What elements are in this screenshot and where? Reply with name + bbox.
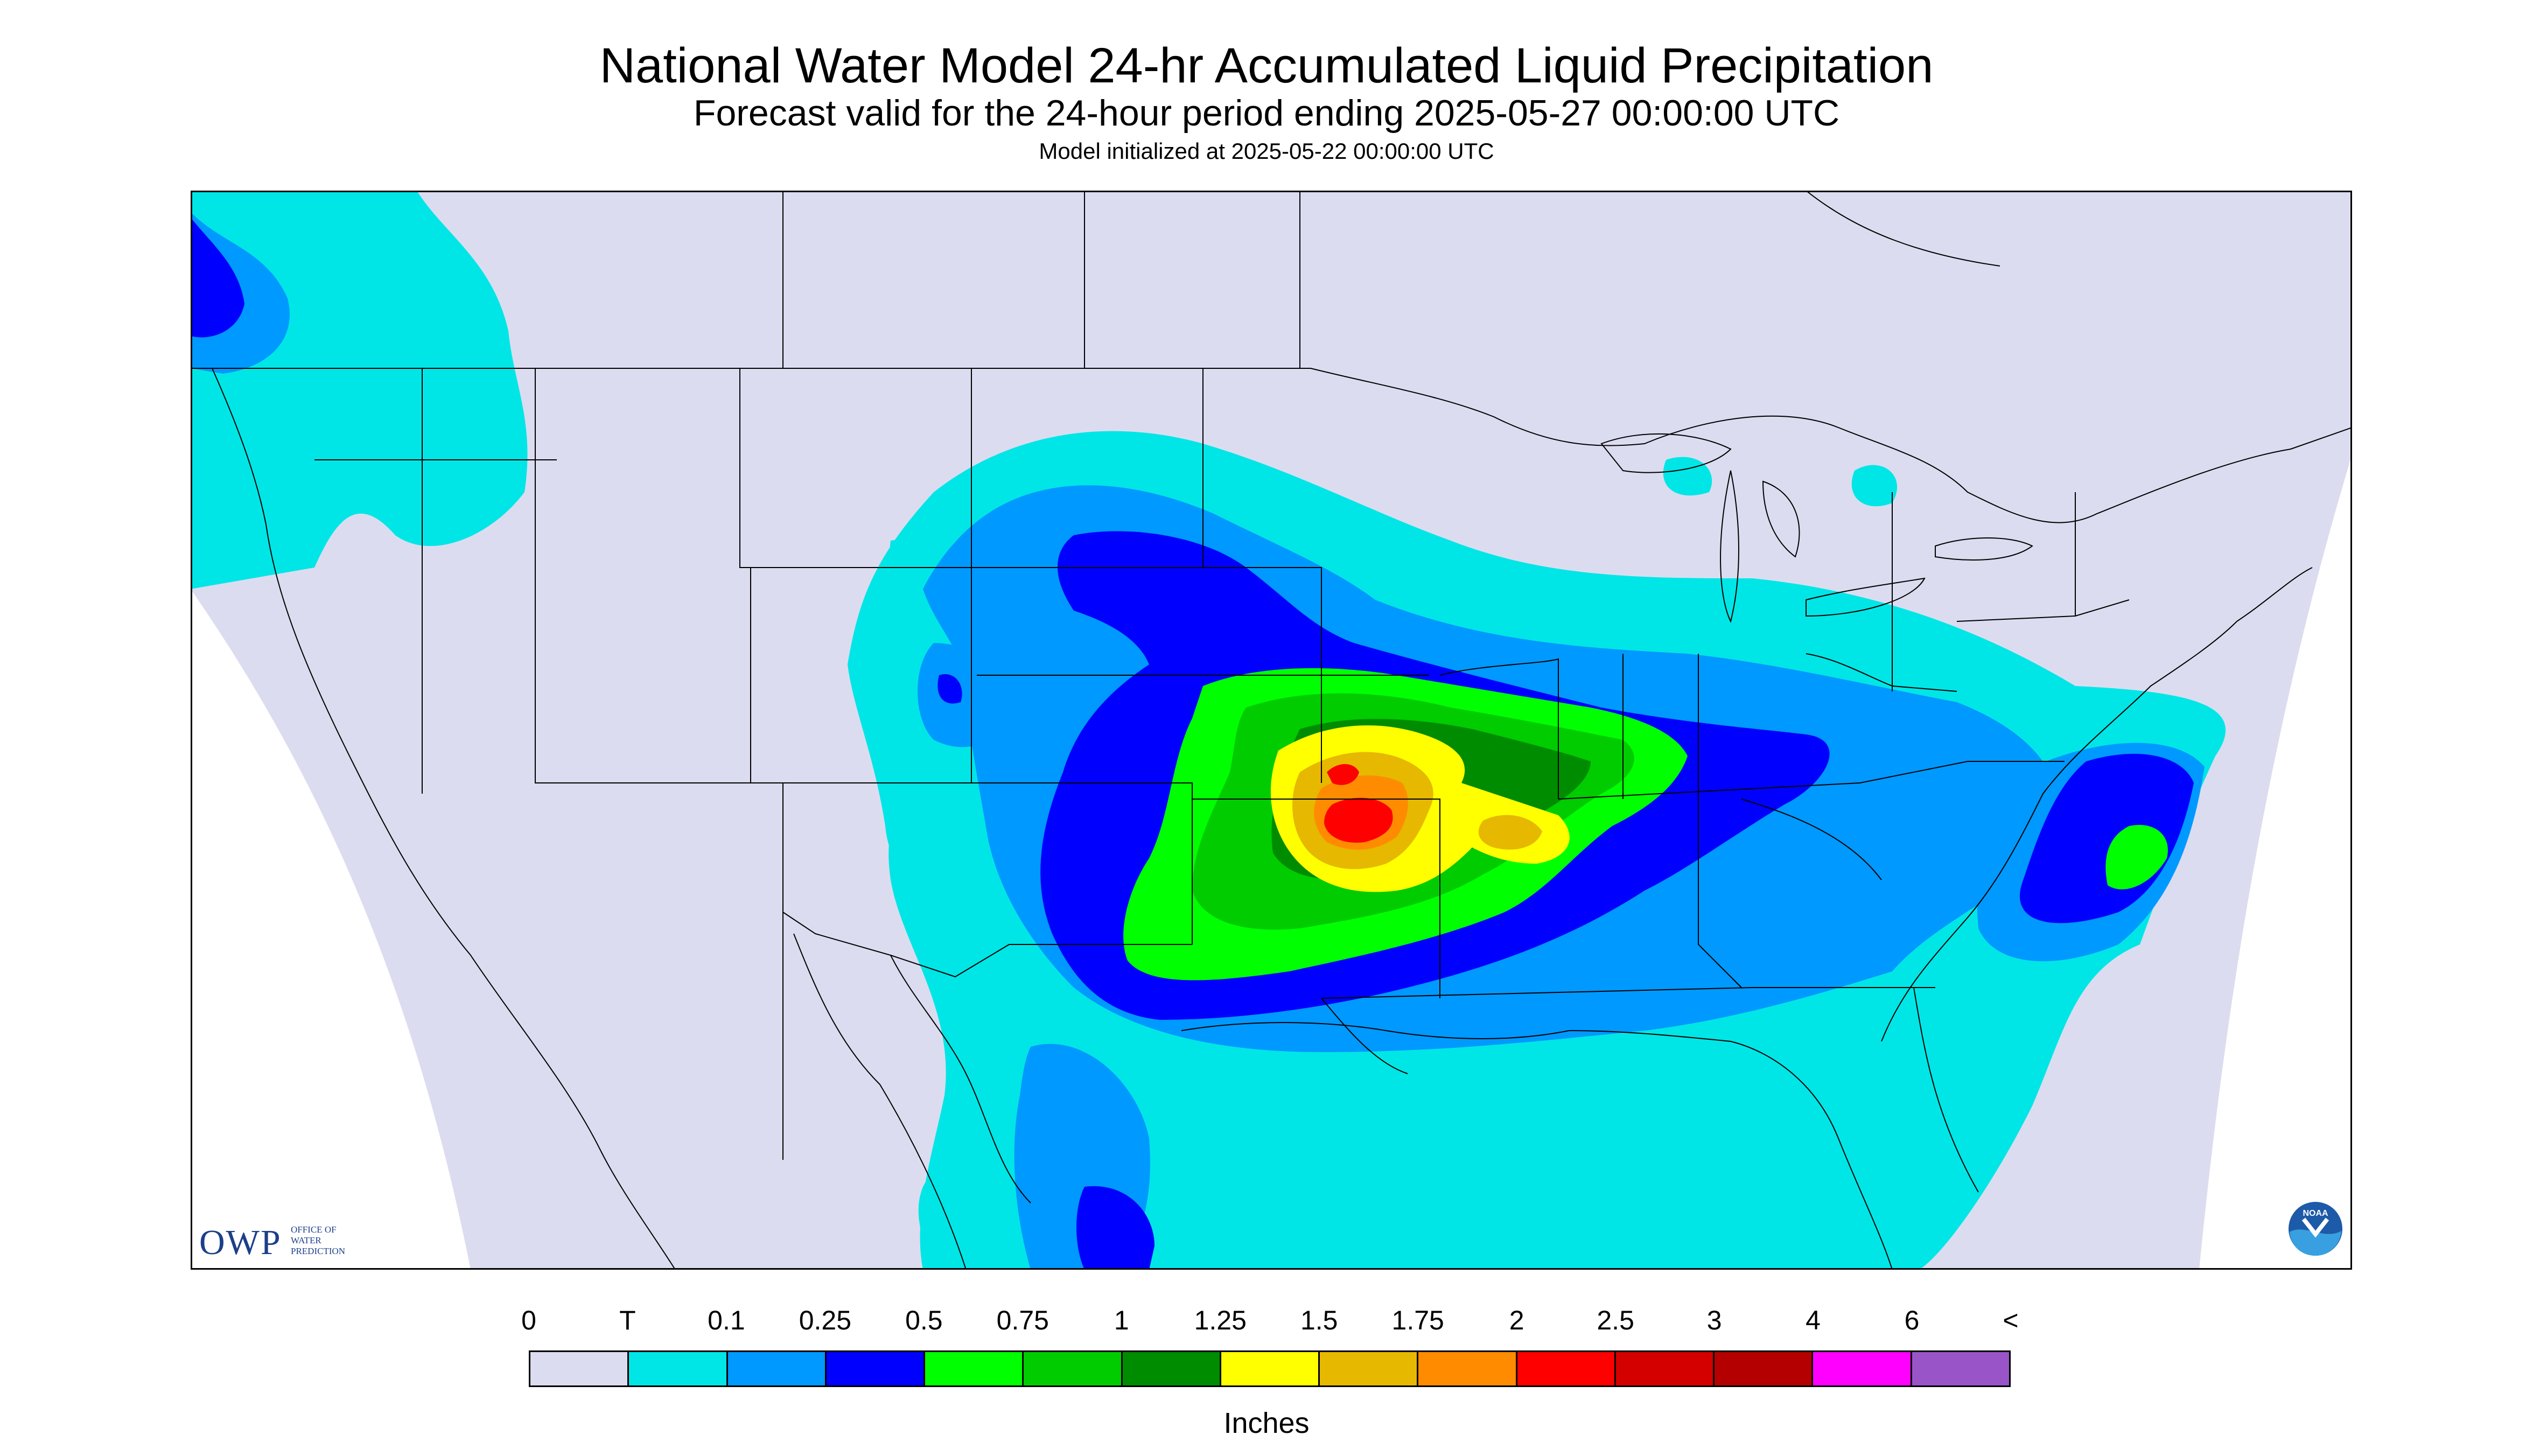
owp-logo: OWP OFFICE OF WATER PREDICTION (199, 1222, 372, 1263)
legend-tick-label: < (2003, 1305, 2019, 1335)
legend-tick-label: 0 (521, 1305, 536, 1335)
legend-swatch (1912, 1352, 2009, 1385)
legend-swatch (1024, 1352, 1123, 1385)
legend-swatch (1813, 1352, 1912, 1385)
legend-tick-label: 2.5 (1597, 1305, 1634, 1335)
legend-swatch (1122, 1352, 1221, 1385)
legend-tick-label: 6 (1904, 1305, 1920, 1335)
legend-tick-label: 3 (1706, 1305, 1722, 1335)
political-boundaries (191, 191, 2352, 1203)
model-init-time: Model initialized at 2025-05-22 00:00:00… (1039, 138, 1494, 164)
coastlines (212, 368, 2313, 1270)
map-frame (191, 191, 2352, 1270)
owp-logo-text: OFFICE OF WATER PREDICTION (291, 1224, 345, 1257)
legend-tick-label: 1.75 (1391, 1305, 1444, 1335)
precip-2.0-areas (1324, 764, 1393, 843)
legend-swatch (1418, 1352, 1517, 1385)
legend-tick-label: 0.5 (905, 1305, 943, 1335)
legend-tick-label: T (619, 1305, 636, 1335)
precipitation-map (191, 191, 2352, 1270)
legend-tick-label: 4 (1806, 1305, 1821, 1335)
map-title: National Water Model 24-hr Accumulated L… (599, 38, 1934, 93)
legend-swatch (826, 1352, 926, 1385)
legend-swatch (530, 1352, 629, 1385)
legend-tick-label: 0.75 (996, 1305, 1049, 1335)
great-lakes (1600, 433, 2033, 623)
legend-tick-label: 1 (1114, 1305, 1129, 1335)
legend-swatch (1715, 1352, 1814, 1385)
legend-swatch (629, 1352, 728, 1385)
legend-swatch (1221, 1352, 1320, 1385)
owp-logo-text-line-1: OFFICE OF (291, 1224, 337, 1235)
legend-color-bar (529, 1350, 2011, 1387)
legend-units: Inches (1223, 1407, 1310, 1439)
legend-tick-labels: 0 T 0.1 0.25 0.5 0.75 1 1.25 1.5 1.75 2 2.5 3 4 6 < (0, 1304, 2533, 1342)
legend-tick-label: 0.25 (799, 1305, 852, 1335)
legend-swatch (727, 1352, 827, 1385)
owp-logo-text-line-2: WATER (291, 1235, 321, 1245)
legend-swatch (1615, 1352, 1715, 1385)
owp-logo-text-line-3: PREDICTION (291, 1246, 346, 1256)
legend-tick-label: 1.25 (1194, 1305, 1247, 1335)
legend-swatch (1517, 1352, 1616, 1385)
noaa-logo: NOAA (2287, 1201, 2343, 1257)
legend-tick-label: 0.1 (708, 1305, 745, 1335)
map-subtitle: Forecast valid for the 24-hour period en… (693, 93, 1840, 134)
legend-swatch (925, 1352, 1024, 1385)
legend-tick-label: 1.5 (1300, 1305, 1338, 1335)
noaa-logo-text: NOAA (2303, 1209, 2328, 1218)
owp-logo-mark: OWP (199, 1223, 282, 1262)
legend-swatch (1320, 1352, 1419, 1385)
legend-tick-label: 2 (1509, 1305, 1524, 1335)
